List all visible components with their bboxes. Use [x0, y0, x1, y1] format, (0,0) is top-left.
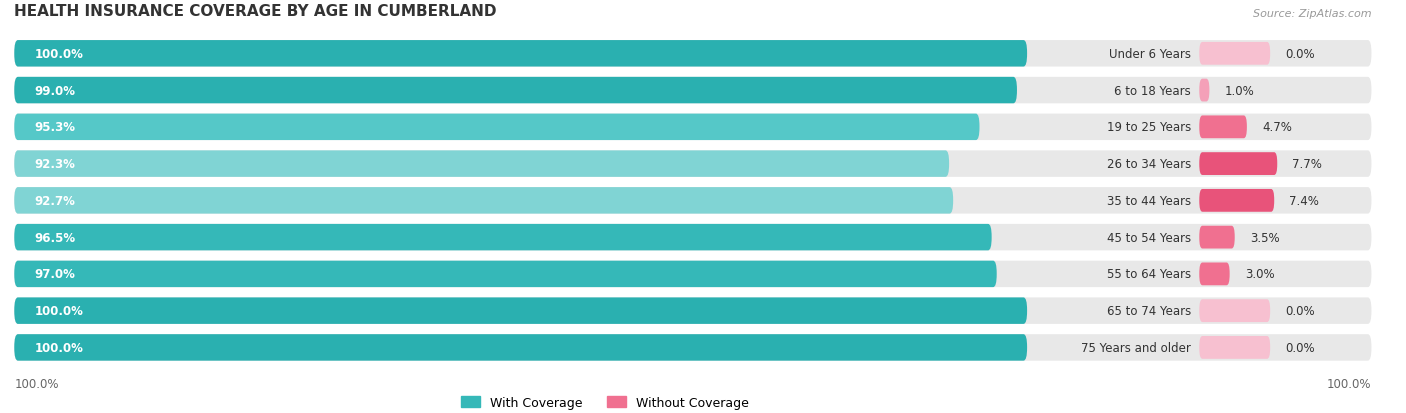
FancyBboxPatch shape [14, 78, 1371, 104]
Text: 35 to 44 Years: 35 to 44 Years [1107, 195, 1191, 207]
FancyBboxPatch shape [1199, 299, 1270, 322]
Text: 97.0%: 97.0% [35, 268, 76, 281]
FancyBboxPatch shape [14, 224, 1371, 251]
FancyBboxPatch shape [1199, 226, 1234, 249]
FancyBboxPatch shape [14, 298, 1371, 324]
Text: 26 to 34 Years: 26 to 34 Years [1107, 158, 1191, 171]
FancyBboxPatch shape [14, 151, 949, 178]
FancyBboxPatch shape [1199, 79, 1209, 102]
Text: 6 to 18 Years: 6 to 18 Years [1115, 84, 1191, 97]
Text: 0.0%: 0.0% [1285, 47, 1315, 61]
FancyBboxPatch shape [14, 335, 1371, 361]
Text: 1.0%: 1.0% [1225, 84, 1254, 97]
Text: 65 to 74 Years: 65 to 74 Years [1107, 304, 1191, 317]
FancyBboxPatch shape [14, 188, 953, 214]
Legend: With Coverage, Without Coverage: With Coverage, Without Coverage [456, 391, 754, 413]
FancyBboxPatch shape [14, 114, 980, 141]
Text: 100.0%: 100.0% [35, 47, 83, 61]
Text: 4.7%: 4.7% [1263, 121, 1292, 134]
FancyBboxPatch shape [14, 41, 1028, 67]
FancyBboxPatch shape [14, 151, 1371, 178]
Text: 75 Years and older: 75 Years and older [1081, 341, 1191, 354]
FancyBboxPatch shape [1199, 336, 1270, 359]
FancyBboxPatch shape [14, 224, 991, 251]
FancyBboxPatch shape [1199, 116, 1247, 139]
Text: 19 to 25 Years: 19 to 25 Years [1107, 121, 1191, 134]
FancyBboxPatch shape [1199, 153, 1277, 176]
FancyBboxPatch shape [1199, 43, 1270, 66]
Text: 100.0%: 100.0% [1327, 377, 1371, 390]
FancyBboxPatch shape [14, 78, 1017, 104]
Text: 45 to 54 Years: 45 to 54 Years [1107, 231, 1191, 244]
Text: 100.0%: 100.0% [14, 377, 59, 390]
Text: 96.5%: 96.5% [35, 231, 76, 244]
FancyBboxPatch shape [14, 261, 1371, 287]
Text: 3.0%: 3.0% [1244, 268, 1274, 281]
Text: 55 to 64 Years: 55 to 64 Years [1107, 268, 1191, 281]
FancyBboxPatch shape [14, 114, 1371, 141]
Text: 0.0%: 0.0% [1285, 304, 1315, 317]
FancyBboxPatch shape [14, 261, 997, 287]
Text: 92.7%: 92.7% [35, 195, 76, 207]
FancyBboxPatch shape [14, 188, 1371, 214]
Text: 7.4%: 7.4% [1289, 195, 1319, 207]
FancyBboxPatch shape [14, 298, 1028, 324]
Text: 3.5%: 3.5% [1250, 231, 1279, 244]
Text: HEALTH INSURANCE COVERAGE BY AGE IN CUMBERLAND: HEALTH INSURANCE COVERAGE BY AGE IN CUMB… [14, 5, 496, 19]
Text: 95.3%: 95.3% [35, 121, 76, 134]
FancyBboxPatch shape [14, 41, 1371, 67]
Text: Under 6 Years: Under 6 Years [1109, 47, 1191, 61]
FancyBboxPatch shape [14, 335, 1028, 361]
Text: 7.7%: 7.7% [1292, 158, 1322, 171]
Text: 92.3%: 92.3% [35, 158, 76, 171]
Text: 100.0%: 100.0% [35, 341, 83, 354]
Text: 99.0%: 99.0% [35, 84, 76, 97]
FancyBboxPatch shape [1199, 190, 1274, 212]
Text: 0.0%: 0.0% [1285, 341, 1315, 354]
Text: Source: ZipAtlas.com: Source: ZipAtlas.com [1253, 9, 1371, 19]
FancyBboxPatch shape [1199, 263, 1230, 286]
Text: 100.0%: 100.0% [35, 304, 83, 317]
